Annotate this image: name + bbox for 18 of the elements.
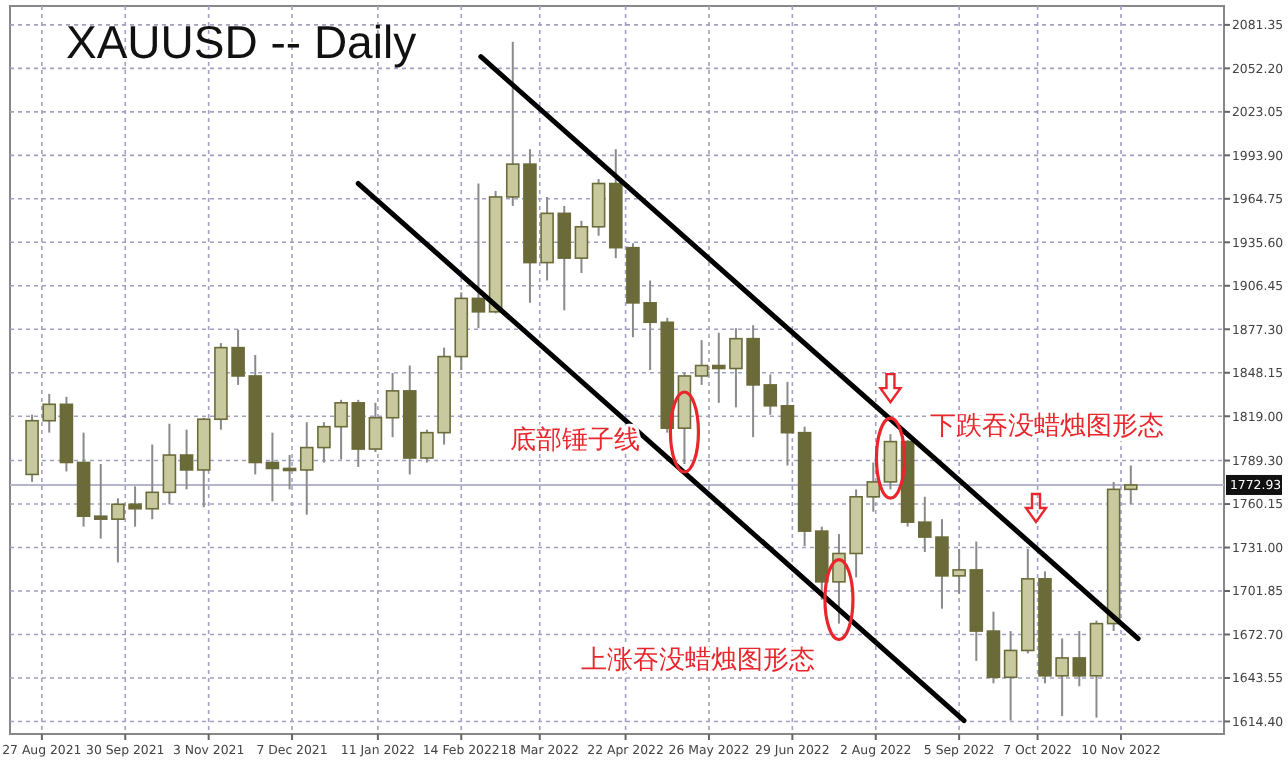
candlestick — [694, 339, 709, 386]
candlestick — [780, 380, 795, 467]
candlestick — [591, 178, 606, 237]
candlestick — [1124, 464, 1138, 506]
annotation: 下跌吞没蜡烛图形态 — [930, 412, 1165, 443]
candlestick — [265, 431, 280, 503]
candlestick — [368, 401, 383, 454]
candlestick — [162, 422, 177, 506]
annotation: 底部锤子线 — [510, 425, 641, 456]
candlestick — [574, 219, 589, 275]
candlestick — [1003, 630, 1018, 722]
candlestick — [986, 610, 1001, 685]
candlestick — [883, 433, 898, 491]
candlestick — [385, 371, 400, 439]
annotation: 上涨吞没蜡烛图形态 — [580, 645, 815, 676]
candlestick — [471, 182, 486, 330]
chart-title: XAUUSD -- Daily — [66, 16, 418, 68]
candlestick — [179, 428, 194, 491]
